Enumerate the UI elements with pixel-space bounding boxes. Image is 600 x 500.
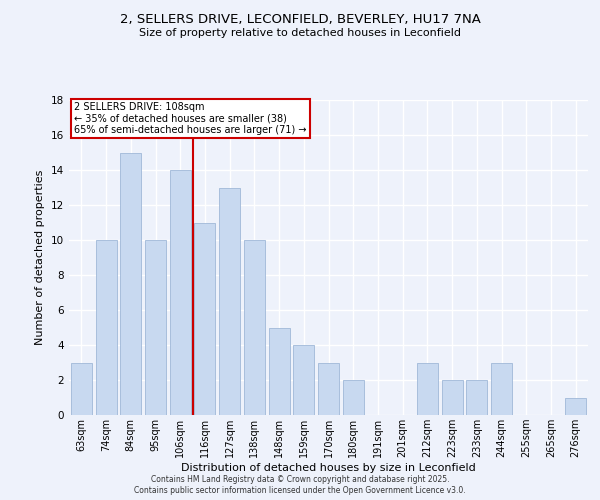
Bar <box>71 362 92 415</box>
X-axis label: Distribution of detached houses by size in Leconfield: Distribution of detached houses by size … <box>181 463 476 473</box>
Bar <box>417 362 438 415</box>
Bar <box>170 170 191 415</box>
Text: 2, SELLERS DRIVE, LECONFIELD, BEVERLEY, HU17 7NA: 2, SELLERS DRIVE, LECONFIELD, BEVERLEY, … <box>119 12 481 26</box>
Y-axis label: Number of detached properties: Number of detached properties <box>35 170 46 345</box>
Bar <box>95 240 116 415</box>
Bar <box>269 328 290 415</box>
Bar <box>343 380 364 415</box>
Bar <box>491 362 512 415</box>
Bar <box>318 362 339 415</box>
Text: Size of property relative to detached houses in Leconfield: Size of property relative to detached ho… <box>139 28 461 38</box>
Bar <box>120 152 141 415</box>
Bar <box>565 398 586 415</box>
Bar <box>194 222 215 415</box>
Bar <box>442 380 463 415</box>
Text: Contains public sector information licensed under the Open Government Licence v3: Contains public sector information licen… <box>134 486 466 495</box>
Bar <box>244 240 265 415</box>
Bar <box>219 188 240 415</box>
Text: Contains HM Land Registry data © Crown copyright and database right 2025.: Contains HM Land Registry data © Crown c… <box>151 475 449 484</box>
Bar <box>293 345 314 415</box>
Bar <box>466 380 487 415</box>
Bar <box>145 240 166 415</box>
Text: 2 SELLERS DRIVE: 108sqm
← 35% of detached houses are smaller (38)
65% of semi-de: 2 SELLERS DRIVE: 108sqm ← 35% of detache… <box>74 102 307 135</box>
